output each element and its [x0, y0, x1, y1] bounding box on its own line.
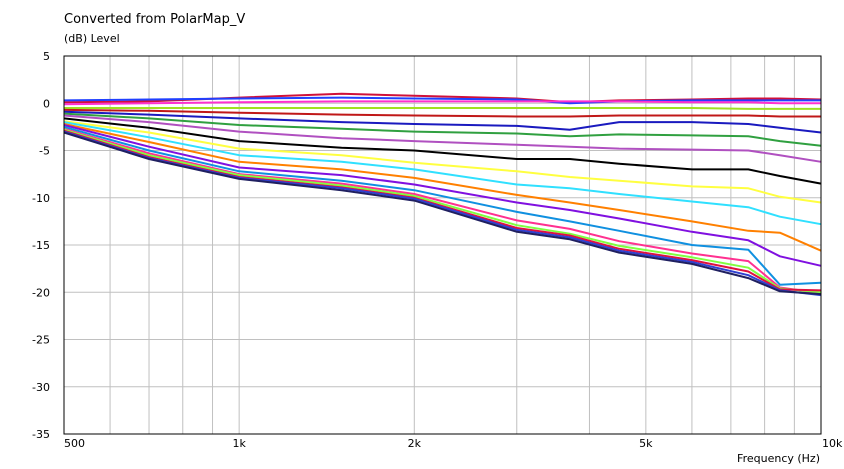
x-tick-label: 10k	[822, 437, 843, 450]
series-line-6	[63, 110, 822, 134]
y-tick-label: -30	[32, 381, 50, 394]
tick-labels: 5 0 -5 -10 -15 -20 -25 -30 -35 500 1k 2k 5k 10k	[32, 50, 843, 450]
series-line-11	[63, 121, 822, 226]
y-axis-label: (dB) Level	[64, 32, 120, 45]
series-line-8	[63, 114, 822, 163]
y-tick-label: -35	[32, 428, 50, 441]
series-line-12	[63, 123, 822, 252]
y-tick-label: -25	[32, 334, 50, 347]
series-line-13	[63, 124, 822, 267]
series-line-10	[63, 120, 822, 204]
x-tick-label: 500	[64, 437, 85, 450]
series-line-14	[63, 125, 822, 286]
series-line-7	[63, 112, 822, 147]
series-lines	[63, 92, 822, 297]
y-tick-label: 5	[43, 50, 50, 63]
x-tick-label: 5k	[639, 437, 653, 450]
y-tick-label: -20	[32, 286, 50, 299]
y-tick-label: -10	[32, 192, 50, 205]
series-line-19	[63, 131, 822, 296]
series-line-5	[63, 108, 821, 118]
series-line-15	[63, 127, 822, 295]
y-tick-label: 0	[43, 97, 50, 110]
series-line-4	[64, 107, 821, 110]
series-line-9	[63, 117, 822, 185]
y-tick-label: -15	[32, 239, 50, 252]
grid	[64, 55, 821, 435]
y-tick-label: -5	[39, 145, 50, 158]
series-line-16	[63, 128, 822, 294]
x-tick-label: 2k	[408, 437, 422, 450]
x-tick-label: 1k	[232, 437, 246, 450]
chart-title: Converted from PolarMap_V	[64, 12, 245, 27]
plot-frame	[63, 55, 822, 435]
series-line-3	[63, 100, 821, 106]
x-axis-label: Frequency (Hz)	[737, 452, 820, 465]
